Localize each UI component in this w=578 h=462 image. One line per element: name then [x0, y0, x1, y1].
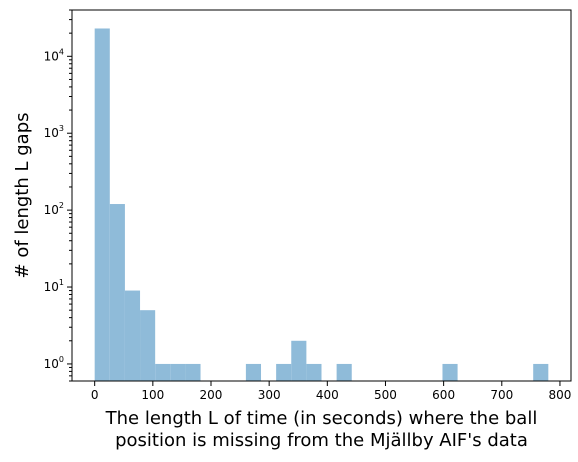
histogram-bar	[533, 363, 549, 381]
histogram-bar	[109, 204, 125, 381]
y-tick-label: 101	[44, 278, 64, 294]
histogram-bar	[276, 363, 292, 381]
x-tick-label: 0	[91, 388, 99, 402]
y-tick-label: 104	[44, 47, 64, 63]
histogram-bar	[442, 363, 458, 381]
y-axis-ticks: 100 101 102 103 104	[44, 9, 72, 382]
histogram-bar	[306, 363, 322, 381]
x-tick-label: 700	[490, 388, 513, 402]
y-tick-label: 100	[44, 355, 64, 371]
histogram-bar	[124, 290, 141, 381]
histogram-bar	[185, 363, 201, 381]
x-axis-label-line2: position is missing from the Mjällby AIF…	[115, 430, 528, 451]
histogram-bar	[140, 310, 156, 381]
histogram-bar	[170, 363, 186, 381]
x-tick-label: 600	[432, 388, 455, 402]
histogram-bar	[245, 363, 262, 381]
x-tick-label: 500	[374, 388, 397, 402]
histogram-bar	[291, 340, 307, 381]
y-tick-label: 102	[44, 201, 64, 217]
x-tick-label: 200	[200, 388, 223, 402]
x-tick-label: 100	[141, 388, 164, 402]
histogram-bar	[155, 363, 171, 381]
x-axis-label-line1: The length L of time (in seconds) where …	[105, 408, 538, 429]
histogram-bars	[94, 28, 549, 381]
plot-frame	[71, 9, 572, 382]
x-tick-label: 300	[258, 388, 281, 402]
x-axis-ticks: 0 100 200 300 400 500 600 700 800	[91, 381, 571, 402]
x-tick-label: 800	[548, 388, 571, 402]
x-tick-label: 400	[316, 388, 339, 402]
histogram-bar	[94, 28, 110, 381]
histogram-bar	[336, 363, 352, 381]
y-tick-label: 103	[44, 124, 64, 140]
y-axis-label: # of length L gaps	[12, 113, 33, 279]
